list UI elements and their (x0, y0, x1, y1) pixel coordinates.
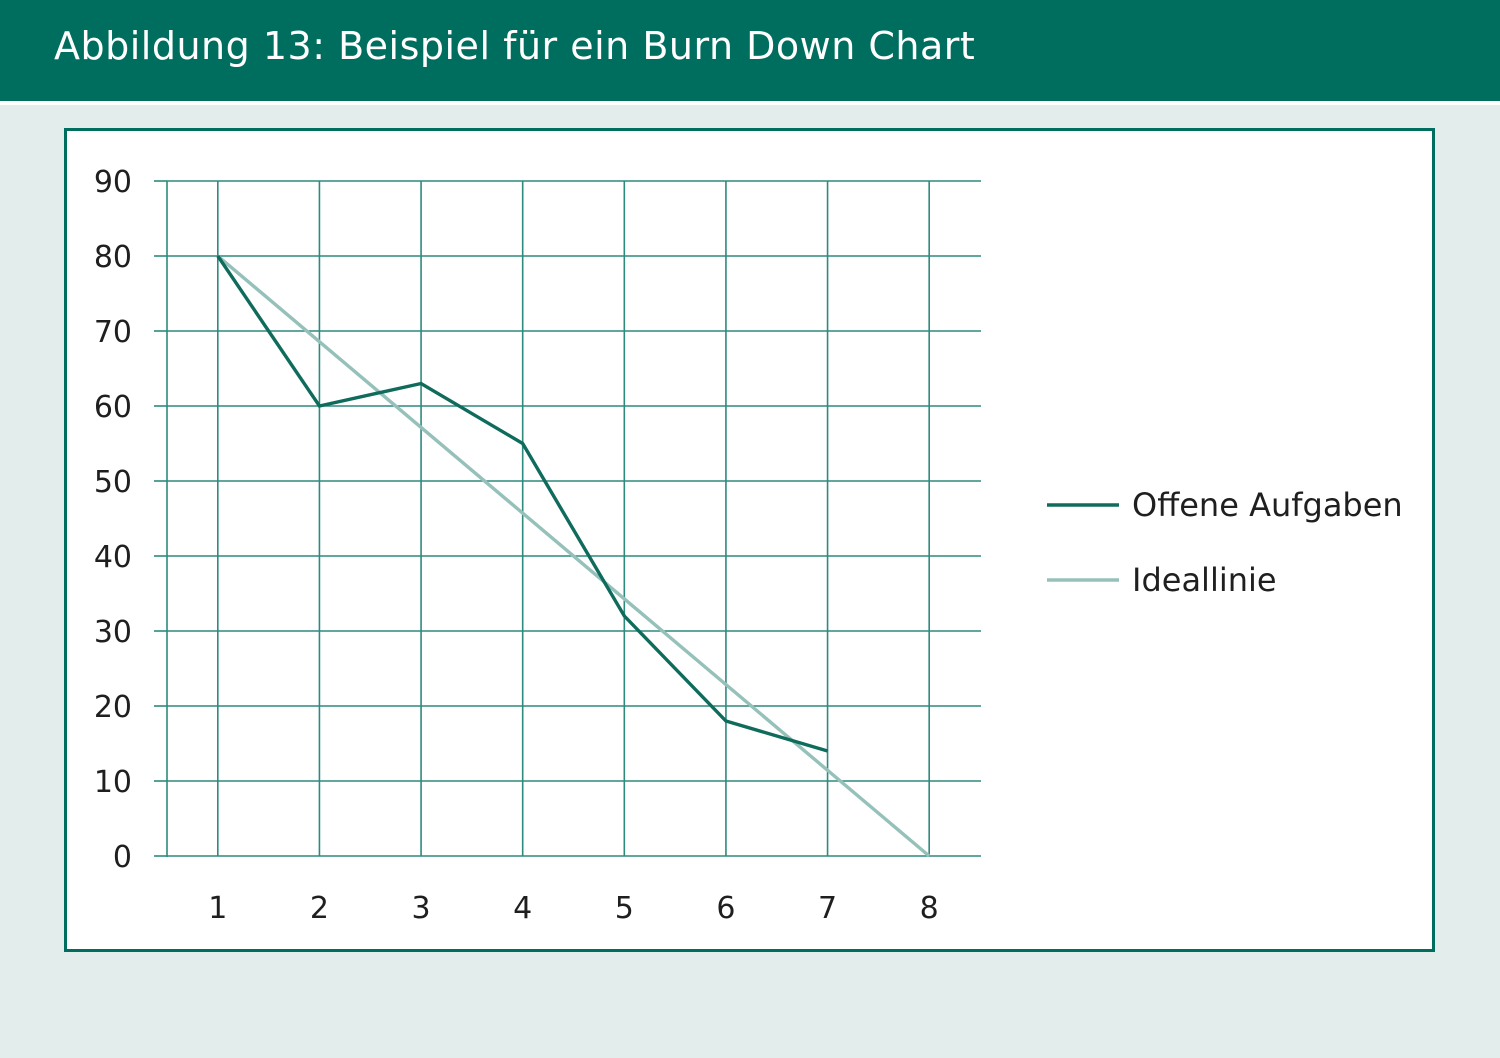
burn-down-chart: 0 10 20 30 40 50 60 70 80 90 1 2 3 4 5 6 7 8 Offene Aufga… (94, 165, 1403, 926)
header-bar: Abbildung 13: Beispiel für ein Burn Down… (0, 0, 1500, 101)
x-tick-label: 6 (716, 891, 735, 926)
x-tick-label: 1 (208, 891, 227, 926)
y-tick-label: 60 (94, 390, 132, 425)
y-tick-label: 40 (94, 540, 132, 575)
y-tick-label: 30 (94, 615, 132, 650)
legend: Offene Aufgaben Ideallinie (1047, 486, 1403, 599)
series-line-ideallinie (216, 254, 931, 858)
x-tick-label: 5 (615, 891, 634, 926)
y-tick-label: 80 (94, 240, 132, 275)
x-tick-label: 4 (513, 891, 532, 926)
x-tick-label: 2 (310, 891, 329, 926)
y-tick-label: 20 (94, 690, 132, 725)
legend-label: Offene Aufgaben (1132, 486, 1403, 524)
y-tick-label: 10 (94, 765, 132, 800)
x-tick-label: 7 (818, 891, 837, 926)
y-tick-label: 50 (94, 465, 132, 500)
x-tick-label: 3 (412, 891, 431, 926)
header-divider (0, 101, 1500, 105)
grid (167, 180, 981, 857)
legend-label: Ideallinie (1132, 561, 1277, 599)
series (216, 254, 931, 858)
axes: 0 10 20 30 40 50 60 70 80 90 1 2 3 4 5 6 7 8 (94, 165, 939, 926)
y-tick-label: 90 (94, 165, 132, 200)
chart-panel: 0 10 20 30 40 50 60 70 80 90 1 2 3 4 5 6 7 8 Offene Aufga… (64, 128, 1435, 952)
figure-title: Abbildung 13: Beispiel für ein Burn Down… (54, 24, 976, 68)
x-tick-label: 8 (920, 891, 939, 926)
y-tick-label: 0 (113, 840, 132, 875)
y-tick-label: 70 (94, 315, 132, 350)
series-line-offene-aufgaben (216, 255, 829, 753)
